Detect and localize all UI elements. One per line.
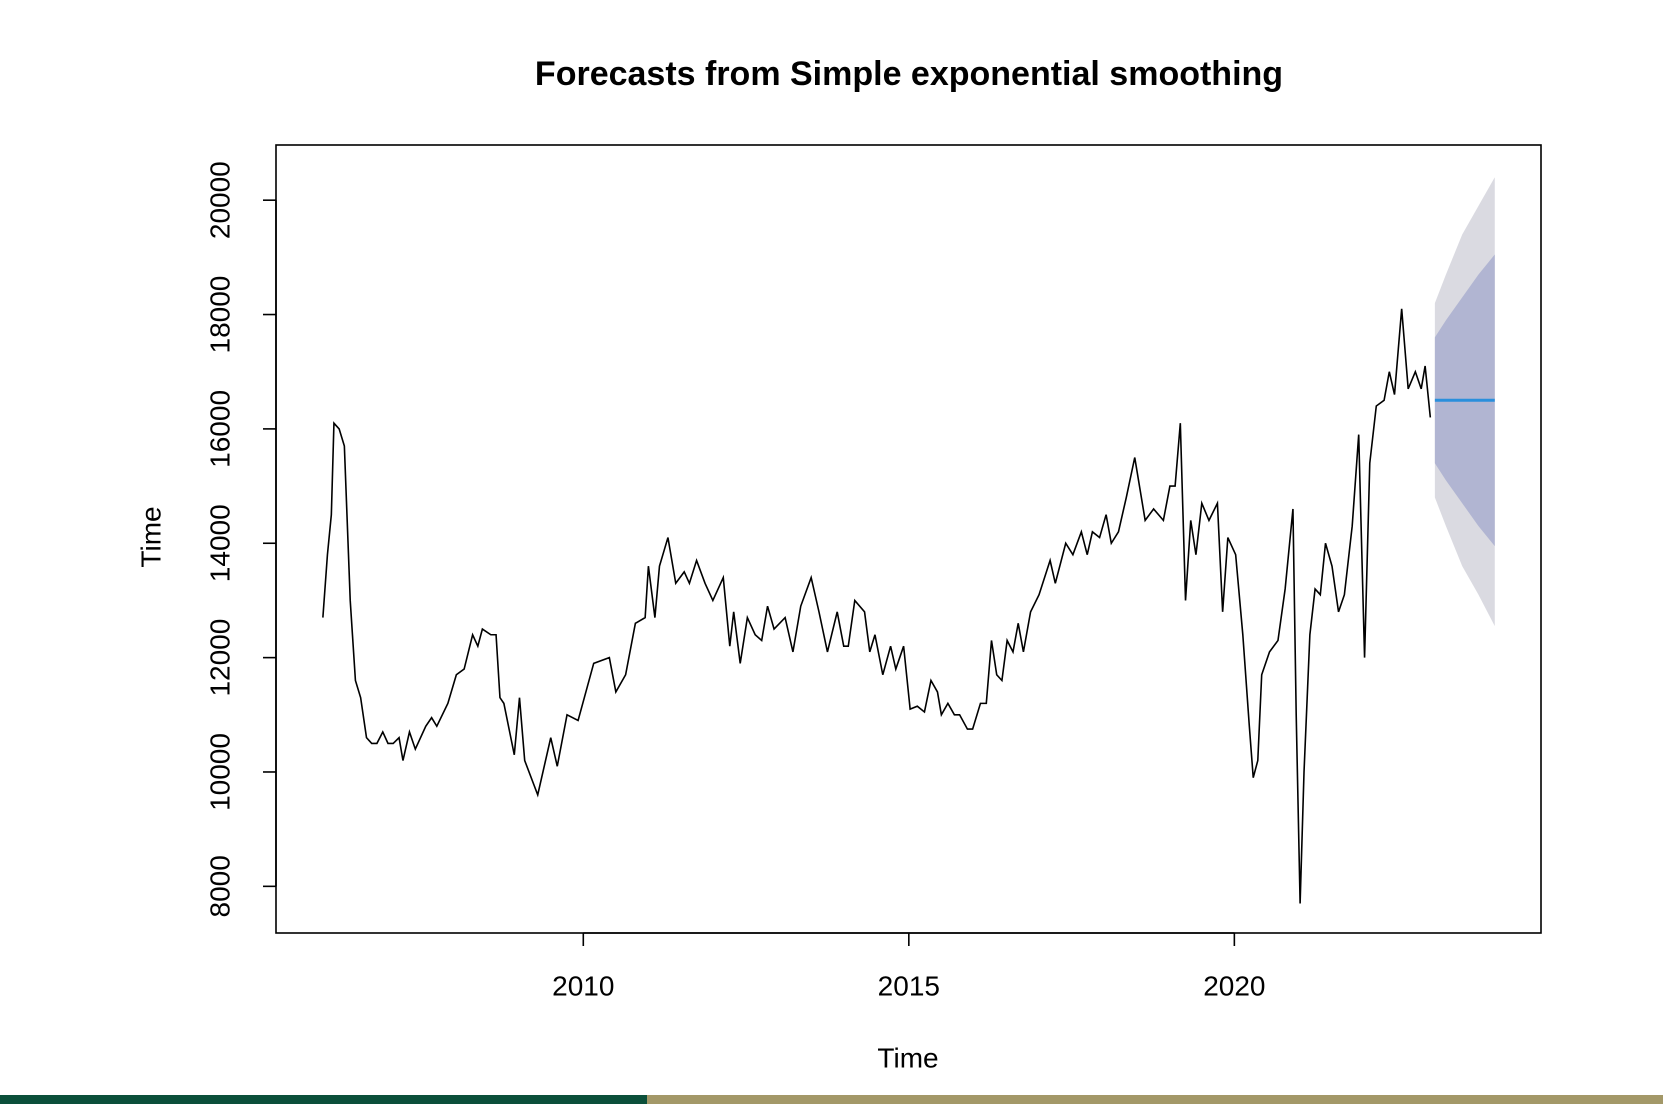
x-tick-label: 2010 (552, 970, 614, 1001)
footer-band-gold (647, 1095, 1663, 1104)
y-tick-label: 16000 (204, 390, 235, 468)
y-tick-label: 14000 (204, 504, 235, 582)
y-tick-label: 20000 (204, 161, 235, 239)
y-axis-label: Time (135, 506, 166, 567)
y-tick-label: 18000 (204, 276, 235, 354)
data-line (322, 308, 1432, 904)
footer-band-green (0, 1095, 647, 1104)
y-tick-label: 12000 (204, 619, 235, 697)
y-tick-label: 8000 (204, 855, 235, 917)
chart-title: Forecasts from Simple exponential smooth… (535, 55, 1283, 93)
x-tick-label: 2020 (1203, 970, 1265, 1001)
y-tick-label: 10000 (204, 733, 235, 811)
x-axis-label: Time (877, 1042, 938, 1073)
x-tick-label: 2015 (878, 970, 940, 1001)
